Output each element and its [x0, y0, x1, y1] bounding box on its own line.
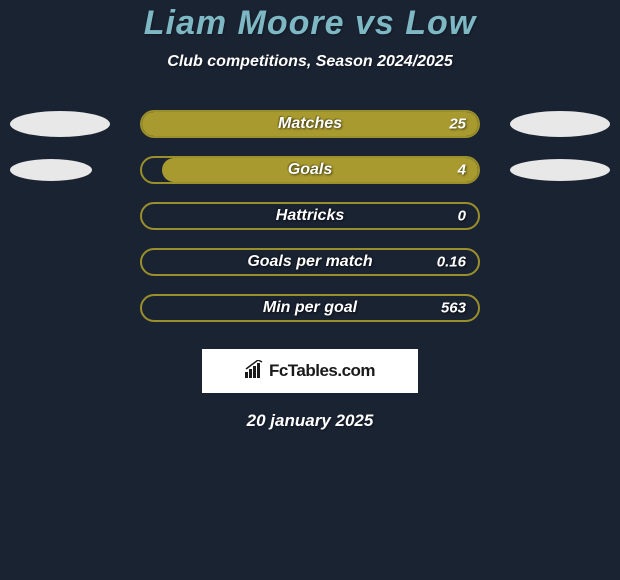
player-ellipse-right — [510, 111, 610, 137]
brand-box[interactable]: FcTables.com — [202, 349, 418, 393]
stat-label: Goals — [288, 161, 332, 179]
stat-bar: Min per goal 563 — [140, 294, 480, 322]
player-ellipse-left — [10, 111, 110, 137]
stat-bar: Hattricks 0 — [140, 202, 480, 230]
stat-bar: Goals 4 — [140, 156, 480, 184]
stat-row: Hattricks 0 — [0, 193, 620, 239]
stat-value: 25 — [449, 116, 466, 133]
stat-label: Matches — [278, 115, 342, 133]
date-text: 20 january 2025 — [0, 411, 620, 431]
stat-row: Min per goal 563 — [0, 285, 620, 331]
stat-label: Min per goal — [263, 299, 357, 317]
stat-row: Goals per match 0.16 — [0, 239, 620, 285]
stat-row: Matches 25 — [0, 101, 620, 147]
brand-text: FcTables.com — [269, 361, 375, 381]
stat-value: 4 — [458, 162, 466, 179]
stat-label: Goals per match — [247, 253, 372, 271]
stat-label: Hattricks — [276, 207, 344, 225]
stat-value: 0 — [458, 208, 466, 225]
stat-value: 563 — [441, 300, 466, 317]
chart-icon — [245, 360, 265, 383]
stat-bar: Goals per match 0.16 — [140, 248, 480, 276]
player-ellipse-left — [10, 159, 92, 181]
stat-bar: Matches 25 — [140, 110, 480, 138]
subtitle: Club competitions, Season 2024/2025 — [0, 53, 620, 71]
stat-value: 0.16 — [437, 254, 466, 271]
page-title: Liam Moore vs Low — [0, 4, 620, 43]
stat-row: Goals 4 — [0, 147, 620, 193]
stats-list: Matches 25 Goals 4 Hattricks 0 Goals per match… — [0, 101, 620, 331]
player-ellipse-right — [510, 159, 610, 181]
comparison-panel: Liam Moore vs Low Club competitions, Sea… — [0, 0, 620, 431]
